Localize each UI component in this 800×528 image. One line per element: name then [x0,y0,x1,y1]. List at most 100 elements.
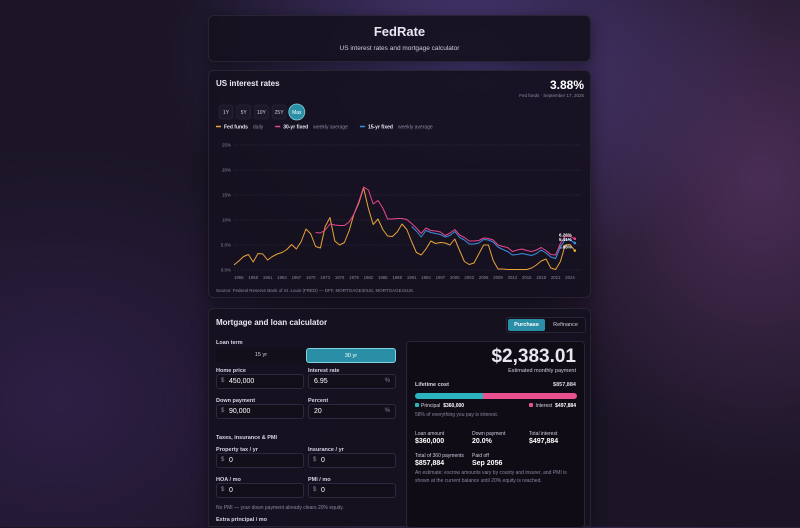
breakdown-name: Interest [535,403,553,409]
input-box[interactable]: $90,000 [216,404,304,419]
end-label: 5.41% [559,237,572,242]
legend-dot [529,403,534,407]
cost-bar-segment [415,393,483,399]
legend-label: Fed funds [224,125,248,131]
monthly-label: Estimated monthly payment [508,368,576,374]
x-tick-label: 2006 [479,275,489,280]
input-prefix: $ [221,457,225,463]
x-tick-label: 1979 [349,275,359,280]
legend-note: daily [253,125,264,131]
range-button[interactable]: 25Y [271,104,287,120]
x-tick-label: 1961 [263,275,273,280]
x-tick-label: 1985 [378,275,388,280]
x-tick-label: 1973 [320,275,330,280]
field-label: Down payment [216,398,256,404]
range-button[interactable]: Max [288,103,306,121]
input-box[interactable]: 20% [308,404,396,419]
series-line [233,187,576,270]
breakdown-value: $360,000 [443,403,465,409]
stat-value: $360,000 [415,438,445,445]
x-tick-label: 1988 [392,275,402,280]
x-tick-label: 1970 [306,275,316,280]
field-label: Percent [308,398,329,404]
input-box[interactable]: 6.95% [308,374,396,389]
range-button-bg [288,103,306,121]
input-box[interactable]: $0 [216,483,304,498]
results-panel: $2,383.01 Estimated monthly payment Life… [406,341,585,528]
input-prefix: $ [221,378,225,384]
stat-value: 20.0% [472,438,492,445]
chart-title: US interest rates [216,79,280,88]
section-title: Taxes, insurance & PMI [216,435,278,441]
series-line [315,186,576,256]
input-box[interactable]: $0 [308,453,396,468]
app-title: FedRate [373,24,426,39]
x-tick-label: 2015 [522,275,532,280]
range-label: 1Y [223,110,230,116]
breakdown-name: Principal [421,403,441,409]
y-tick-label: 15% [222,193,231,198]
end-label: 6.26% [559,233,572,238]
chart-card: US interest rates 3.88% Fed funds · Septem… [208,70,591,298]
legend-dot [415,403,419,407]
legend-note: weekly average [313,125,348,131]
input-prefix: $ [221,487,225,493]
tab-button[interactable]: Purchase [508,319,545,331]
stat-label: Total interest [529,431,558,437]
input-value: 450,000 [229,378,255,385]
y-tick-label: 20% [222,168,231,173]
input-suffix: % [384,408,390,414]
range-button[interactable]: 1Y [218,104,234,120]
loan-term-toggle: 15 yr 30 yr [216,348,396,363]
x-tick-label: 1958 [248,275,258,280]
x-tick-label: 2009 [493,275,503,280]
stat-value: $497,884 [529,438,559,445]
field-label: Home price [216,368,246,374]
tab-group: Purchase Refinance [506,317,586,333]
input-value: 0 [321,487,325,494]
range-button-bg [271,104,287,120]
input-box[interactable]: $0 [216,453,304,468]
input-box[interactable]: $0 [308,483,396,498]
x-tick-label: 2012 [508,275,518,280]
range-button[interactable]: 10Y [254,104,269,120]
chart: US interest rates 3.88%Fed funds · Septem… [216,78,584,293]
term-option[interactable]: 30 yr [306,348,396,363]
x-tick-label: 1955 [234,275,244,280]
y-tick-label: 5.0% [221,243,231,248]
term-option[interactable]: 15 yr [254,352,268,358]
lifetime-label: Lifetime cost [415,382,449,388]
field-label: Extra principal / mo [216,517,268,523]
x-tick-label: 2018 [536,275,546,280]
y-tick-label: 0.0% [221,268,231,273]
input-box[interactable]: $450,000 [216,374,304,389]
end-point [573,241,577,245]
input-prefix: $ [313,457,317,463]
range-button[interactable]: 5Y [236,104,252,120]
stat-label: Total of 360 payments [415,453,464,459]
end-point [573,249,577,252]
field-label: Property tax / yr [216,447,258,453]
legend-note: weekly average [398,125,433,131]
range-label: 5Y [241,110,248,116]
series-line [411,226,576,259]
range-label: 25Y [275,110,285,116]
calculator-card: Mortgage and loan calculator Purchase Ref… [208,308,591,528]
tab-button[interactable]: Refinance [553,322,578,328]
legend-label: 30-yr fixed [283,125,308,131]
field-label: PMI / mo [308,477,331,483]
cost-bar-segment [482,393,577,399]
stat-label: Down payment [472,431,506,437]
stat-value: $857,884 [415,460,445,467]
input-value: 0 [229,457,233,464]
x-tick-label: 1976 [335,275,345,280]
interest-note: 58% of everything you pay is interest. [415,412,499,418]
range-label: 10Y [257,110,267,116]
monthly-payment: $2,383.01 [491,346,576,367]
stat-label: Paid off [472,453,489,459]
source-note: Source: Federal Reserve Bank of St. Loui… [216,288,414,293]
end-point [573,237,577,240]
field-label: Loan term [216,340,243,346]
input-value: 0 [229,487,233,494]
